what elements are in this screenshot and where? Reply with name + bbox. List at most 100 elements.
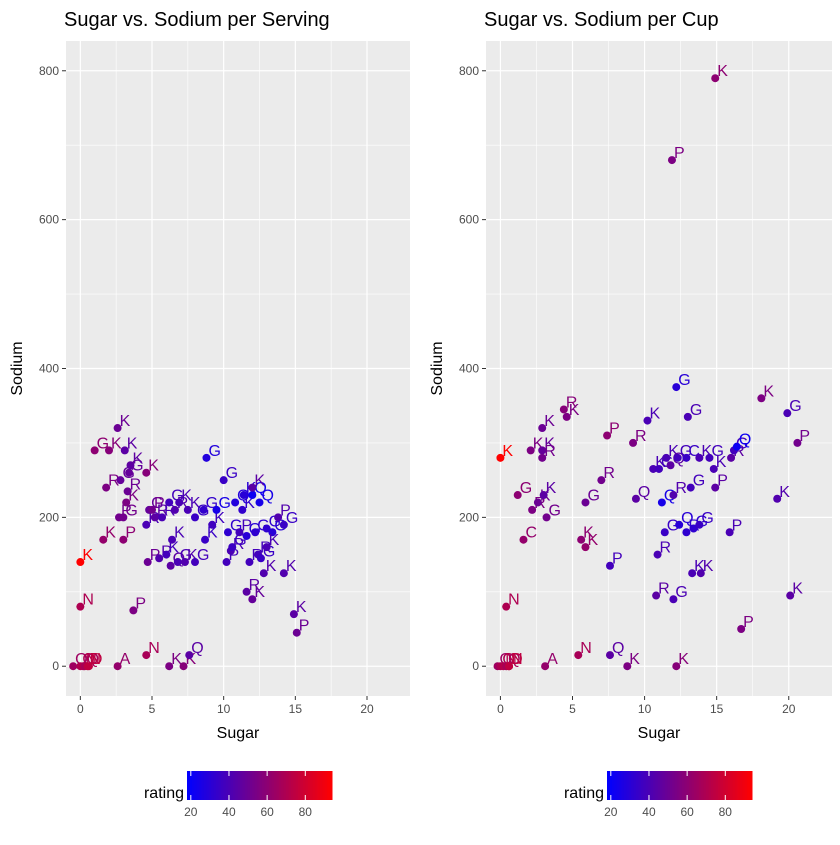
colorbar-segment — [259, 771, 263, 800]
data-point-label: G — [711, 443, 723, 460]
data-point — [142, 468, 151, 477]
colorbar-segment — [650, 771, 654, 800]
data-point-label: G — [667, 517, 679, 534]
data-point-label: K — [717, 63, 728, 80]
data-point-label: G — [549, 502, 561, 519]
data-point — [245, 558, 254, 567]
colorbar-segment — [686, 771, 690, 800]
data-point — [505, 662, 514, 671]
data-point — [574, 651, 583, 660]
colorbar-segment — [271, 771, 275, 800]
data-point-label: K — [120, 413, 131, 430]
colorbar-segment — [669, 771, 673, 800]
data-point-label: K — [254, 473, 265, 490]
colorbar-segment — [208, 771, 212, 800]
data-point — [170, 505, 179, 514]
colorbar-segment — [235, 771, 239, 800]
data-point — [660, 528, 669, 537]
colorbar-segment — [230, 771, 234, 800]
data-point-label: P — [612, 551, 623, 568]
colorbar-segment — [232, 771, 236, 800]
data-point — [201, 535, 210, 544]
data-point — [727, 453, 736, 462]
data-point-label: C — [688, 443, 700, 460]
colorbar-segment — [264, 771, 268, 800]
colorbar-segment — [261, 771, 265, 800]
data-point-label: K — [127, 435, 138, 452]
data-point-label: K — [629, 651, 640, 668]
colorbar-segment — [319, 771, 323, 800]
data-point — [502, 602, 511, 611]
colorbar-segment — [278, 771, 282, 800]
colorbar-segment — [329, 771, 333, 800]
colorbar-segment — [621, 771, 625, 800]
colorbar-segment — [189, 771, 193, 800]
data-point — [662, 453, 671, 462]
data-point-label: A — [547, 651, 558, 668]
legend-title: rating — [564, 785, 604, 802]
colorbar-segment — [315, 771, 318, 800]
data-point-label: K — [207, 525, 218, 542]
colorbar-segment — [191, 771, 195, 800]
data-point — [99, 535, 108, 544]
data-point-label: K — [779, 484, 790, 501]
data-point-label: K — [296, 599, 307, 616]
colorbar-segment — [616, 771, 620, 800]
data-point — [773, 494, 782, 503]
data-point — [786, 591, 795, 600]
colorbar-segment — [254, 771, 258, 800]
data-point-label: G — [286, 510, 298, 527]
colorbar-segment — [228, 771, 231, 800]
data-point — [496, 453, 505, 462]
data-point — [116, 476, 125, 485]
colorbar-segment — [636, 771, 639, 800]
data-point-label: Q — [254, 480, 266, 497]
data-point-label: K — [174, 525, 185, 542]
data-point-label: R — [108, 473, 120, 490]
data-point — [122, 498, 131, 507]
colorbar-segment — [206, 771, 210, 800]
colorbar-segment — [327, 771, 331, 800]
colorbar-segment — [708, 771, 712, 800]
data-point-label: G — [789, 398, 801, 415]
data-point — [143, 558, 152, 567]
x-tick-label: 0 — [497, 702, 504, 716]
legend-per-cup: 20 40 60 80 rating — [564, 771, 753, 819]
colorbar-segment — [211, 771, 215, 800]
data-point — [711, 74, 720, 83]
colorbar-segment — [742, 771, 746, 800]
colorbar-segment — [237, 771, 241, 800]
colorbar-segment — [252, 771, 256, 800]
data-point-label: G — [690, 402, 702, 419]
data-point — [643, 416, 652, 425]
data-point-label: R — [675, 480, 687, 497]
data-point-label: K — [649, 406, 660, 423]
data-point-label: K — [544, 413, 555, 430]
colorbar-segment — [201, 771, 205, 800]
data-point-label: R — [544, 443, 556, 460]
y-tick-label: 800 — [459, 64, 479, 78]
data-point — [102, 483, 111, 492]
data-point-label: K — [128, 487, 139, 504]
data-point-label: C — [525, 525, 537, 542]
colorbar-segment — [324, 771, 328, 800]
data-point — [629, 438, 638, 447]
data-point-label: R — [249, 577, 261, 594]
x-axis-label: Sugar — [638, 725, 681, 742]
data-point — [538, 424, 547, 433]
data-point — [208, 520, 217, 529]
data-point — [173, 558, 182, 567]
data-point — [242, 531, 251, 540]
colorbar-segment — [715, 771, 719, 800]
data-point — [162, 550, 171, 559]
data-point — [279, 520, 288, 529]
data-point — [623, 662, 632, 671]
colorbar-segment — [218, 771, 222, 800]
colorbar-segment — [631, 771, 635, 800]
colorbar-tick-label: 60 — [680, 805, 694, 819]
colorbar-segment — [286, 771, 289, 800]
data-point-label: K — [678, 651, 689, 668]
colorbar-segment — [679, 771, 683, 800]
y-axis-label: Sodium — [429, 341, 446, 395]
